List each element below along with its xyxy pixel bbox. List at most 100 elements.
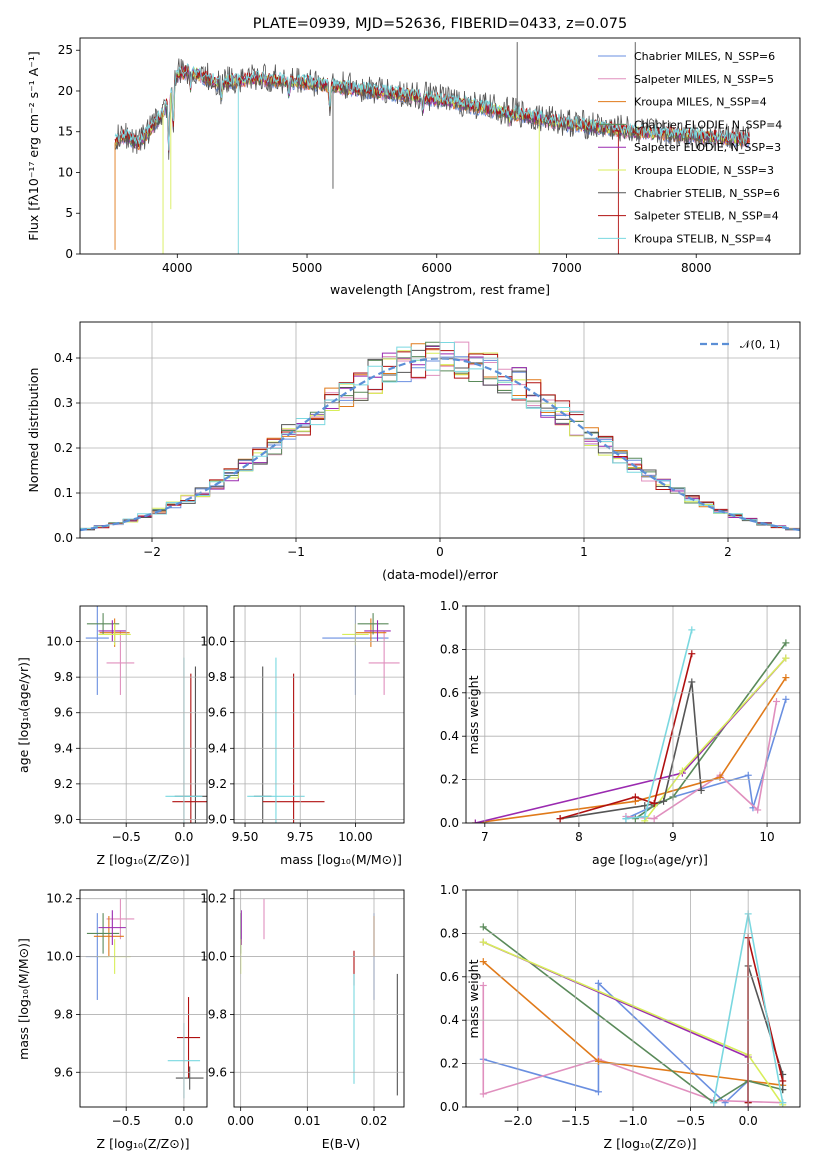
panel-2-xtick-label: 0.0 [174, 830, 193, 844]
panel-5-plot-area [85, 898, 204, 1099]
panel-1-frame [79, 321, 801, 539]
mass-weight-line [634, 642, 787, 820]
panel-7-xtick-label: −1.0 [618, 1114, 647, 1128]
panel-2-ytick-label: 9.0 [54, 812, 73, 826]
panel-6-xtick-label: 0.01 [294, 1114, 321, 1128]
panel-6-ytick-label: 9.6 [208, 1065, 227, 1079]
panel-4-ytick-label: 0.4 [440, 729, 459, 743]
panel-1-xtick-label: −2 [143, 545, 161, 559]
panel-7-xtick-label: −2.0 [503, 1114, 532, 1128]
panel-5-xtick-label: −0.5 [112, 1114, 141, 1128]
weight-age-ylabel: mass weight [466, 675, 481, 754]
panel-4-xtick-label: 10 [759, 830, 774, 844]
panel-0-ytick-label: 15 [58, 125, 73, 139]
panel-2-ytick-label: 10.0 [46, 635, 73, 649]
panel-0-plot-area [114, 42, 750, 254]
panel-7-ytick-label: 0.2 [440, 1057, 459, 1071]
panel-2-ytick-label: 9.2 [54, 777, 73, 791]
panel-3-xtick-label: 10.00 [338, 830, 372, 844]
legend-label: Chabrier STELIB, N_SSP=6 [634, 187, 780, 200]
panel-1-ytick-label: 0.4 [54, 351, 73, 365]
panel-1-xtick-label: 0 [436, 545, 444, 559]
panel-5-frame [79, 889, 208, 1108]
panel-3-ytick-label: 9.8 [208, 670, 227, 684]
legend-label: Salpeter STELIB, N_SSP=4 [634, 210, 779, 223]
mass-weight-line [475, 677, 787, 823]
panel-5-ytick-label: 10.2 [46, 892, 73, 906]
panel-2-plot-area [85, 606, 207, 823]
panel-0-frame [79, 37, 801, 255]
legend-label: Kroupa ELODIE, N_SSP=3 [634, 164, 774, 177]
panel-0-ytick-label: 10 [58, 165, 73, 179]
panel-0-xtick-label: 7000 [551, 261, 582, 275]
panel-5-ytick-label: 9.6 [54, 1065, 73, 1079]
legend-label: Salpeter ELODIE, N_SSP=3 [634, 141, 781, 154]
panel-6-xtick-label: 0.00 [227, 1114, 254, 1128]
normal-legend-label: 𝒩(0, 1) [740, 338, 780, 351]
panel-1-ytick-label: 0.0 [54, 531, 73, 545]
panel-0-xtick-label: 5000 [292, 261, 323, 275]
panel-6-frame [233, 889, 405, 1108]
weight-z-xlabel: Z [log₁₀(Z/Z⊙)] [604, 1136, 697, 1151]
panel-1-xtick-label: 2 [724, 545, 732, 559]
panel-3-xtick-label: 9.50 [232, 830, 259, 844]
legend-label: Salpeter MILES, N_SSP=5 [634, 73, 774, 86]
legend-label: Kroupa MILES, N_SSP=4 [634, 96, 767, 109]
panel-7-frame [465, 889, 801, 1108]
panel-4-plot-area [471, 626, 790, 823]
panel-7-ytick-label: 1.0 [440, 883, 459, 897]
mass-weight-line [482, 926, 783, 1104]
panel-7-ytick-label: 0.6 [440, 970, 459, 984]
panel-4-xtick-label: 9 [669, 830, 677, 844]
panel-6-xtick-label: 0.02 [361, 1114, 388, 1128]
age-z-xlabel: Z [log₁₀(Z/Z⊙)] [97, 852, 190, 867]
panel-5-ytick-label: 9.8 [54, 1007, 73, 1021]
panel-0-xtick-label: 8000 [681, 261, 712, 275]
panel-2-xtick-label: −0.5 [112, 830, 141, 844]
panel-0-xtick-label: 4000 [162, 261, 193, 275]
age-mass-xlabel: mass [log₁₀(M/M⊙)] [280, 852, 402, 867]
panel-4-ytick-label: 0.6 [440, 686, 459, 700]
panel-1-ytick-label: 0.1 [54, 486, 73, 500]
legend-label: Kroupa STELIB, N_SSP=4 [634, 232, 772, 245]
spectrum-ylabel: Flux [fλ10⁻¹⁷ erg cm⁻² s⁻¹ A⁻¹] [26, 51, 41, 240]
panel-1-ytick-label: 0.2 [54, 441, 73, 455]
panel-3-ytick-label: 9.6 [208, 706, 227, 720]
panel-5-ytick-label: 10.0 [46, 950, 73, 964]
panel-0-ytick-label: 20 [58, 84, 73, 98]
age-z-ylabel: age [log₁₀(age/yr)] [16, 657, 31, 773]
residual-xlabel: (data-model)/error [382, 567, 499, 582]
panel-3-xtick-label: 9.75 [287, 830, 314, 844]
panel-2-ytick-label: 9.8 [54, 670, 73, 684]
mass-z-xlabel: Z [log₁₀(Z/Z⊙)] [97, 1136, 190, 1151]
panel-4-ytick-label: 0.0 [440, 816, 459, 830]
panel-2-ytick-label: 9.4 [54, 741, 73, 755]
panel-1-xtick-label: −1 [287, 545, 305, 559]
panel-4-frame [465, 605, 801, 824]
panel-0-ytick-label: 5 [65, 206, 73, 220]
mass-weight-line [483, 981, 749, 1104]
spectrum-model-line [114, 63, 750, 151]
panel-7-ytick-label: 0.0 [440, 1100, 459, 1114]
panel-2-frame [79, 605, 208, 824]
panel-7-ytick-label: 0.4 [440, 1013, 459, 1027]
panel-7-xtick-label: −1.5 [561, 1114, 590, 1128]
panel-3-ytick-label: 9.0 [208, 812, 227, 826]
legend-label: Chabrier MILES, N_SSP=6 [634, 50, 775, 63]
panel-2-ytick-label: 9.6 [54, 706, 73, 720]
panel-7-ytick-label: 0.8 [440, 926, 459, 940]
panel-6-ytick-label: 10.0 [200, 950, 227, 964]
panel-4-ytick-label: 0.8 [440, 642, 459, 656]
mass-z-ylabel: mass [log₁₀(M/M⊙)] [16, 938, 31, 1060]
panel-1-xtick-label: 1 [580, 545, 588, 559]
panel-0-ytick-label: 0 [65, 247, 73, 261]
weight-age-xlabel: age [log₁₀(age/yr)] [592, 852, 708, 867]
panel-5-xtick-label: 0.0 [174, 1114, 193, 1128]
spectrum-title: PLATE=0939, MJD=52636, FIBERID=0433, z=0… [253, 16, 627, 32]
mass-ebv-xlabel: E(B-V) [322, 1136, 361, 1151]
mass-weight-line [625, 699, 787, 820]
panel-4-ytick-label: 1.0 [440, 599, 459, 613]
panel-4-ytick-label: 0.2 [440, 773, 459, 787]
residual-ylabel: Normed distribution [26, 368, 41, 493]
